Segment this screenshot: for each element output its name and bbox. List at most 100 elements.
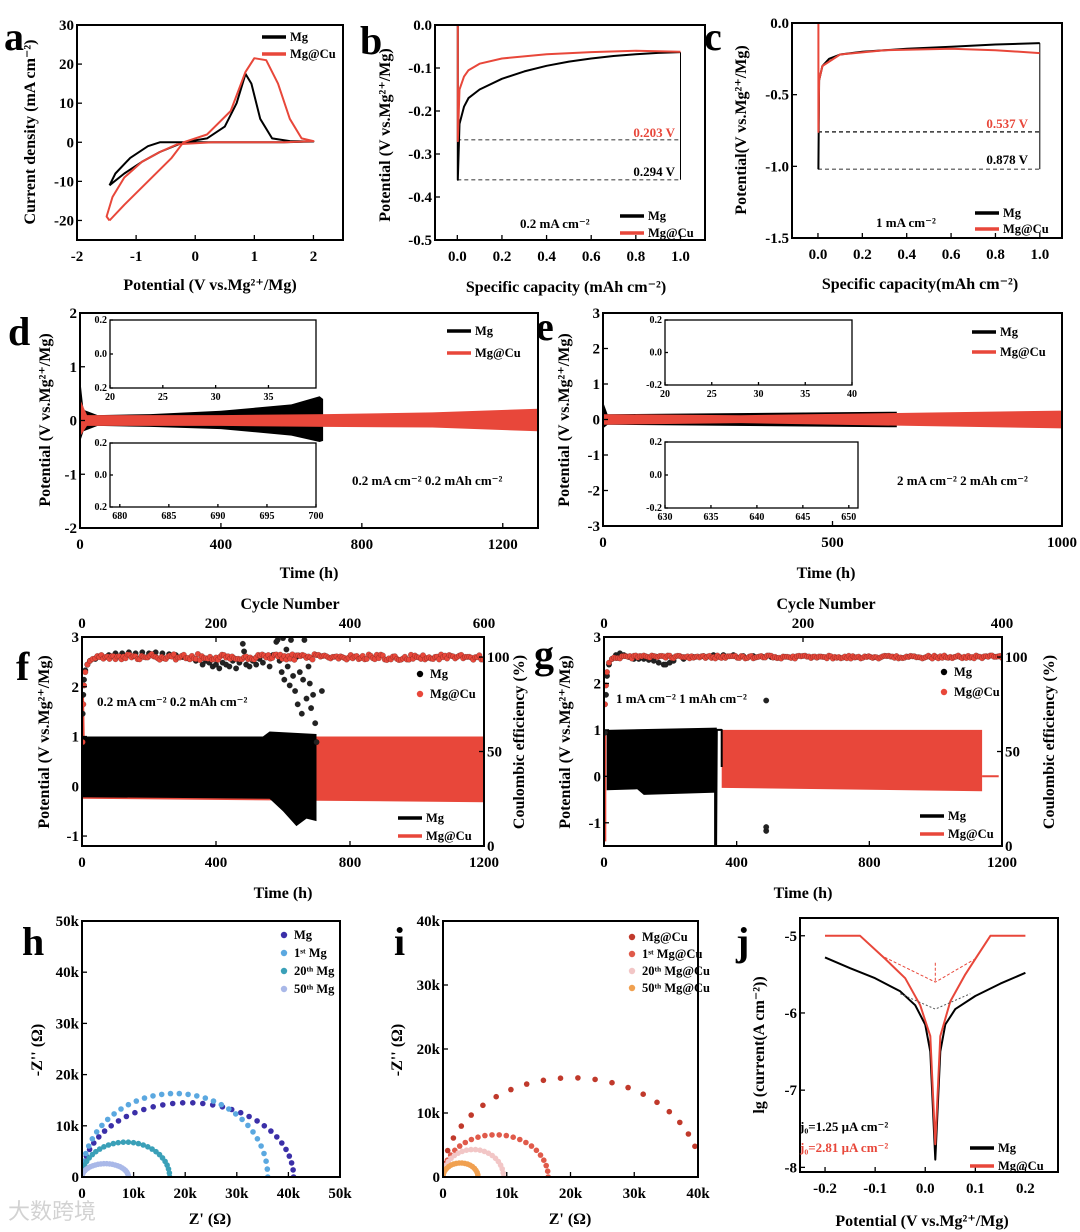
- legend-marker: [280, 967, 288, 975]
- mg-point: [261, 1123, 268, 1129]
- 1st-mg-point: [194, 1093, 200, 1099]
- mg-cu-point: [450, 1135, 457, 1141]
- mg-cu-point: [540, 1077, 547, 1084]
- panel-j: -0.2 -0.1 0.0 0.1 0.2 -8 -7 -6 -5 Potential (V vs…: [735, 917, 1059, 1230]
- 1st-mg-point: [218, 1101, 225, 1108]
- mg-ce-point: [241, 648, 248, 655]
- mg-point: [246, 1113, 252, 1120]
- x-axis-title: Time (h): [254, 885, 313, 902]
- x-tick-label: 0.8: [986, 247, 1005, 263]
- legend-item: Mg: [970, 1141, 1017, 1155]
- y-tick-label: -8: [785, 1160, 798, 1176]
- annotation: 1 mA cm⁻² 1 mAh cm⁻²: [616, 691, 747, 706]
- y-tick-label: 30k: [56, 1016, 80, 1032]
- plot-frame: [81, 920, 341, 1178]
- y-axis-title: -Z'' (Ω): [389, 1024, 406, 1076]
- right-tick-label: 50: [1005, 745, 1020, 761]
- x-tick-label: 50k: [328, 1186, 352, 1202]
- mg-ce-point: [274, 637, 281, 644]
- mg-cu-band: [721, 729, 983, 792]
- x-tick-label: 0.0: [916, 1181, 935, 1197]
- legend-item: Mg: [920, 809, 967, 823]
- y-tick-label: 0.2: [650, 315, 663, 326]
- legend-item: 50ᵗʰ Mg: [280, 982, 335, 996]
- x-tick-label: 30k: [623, 1186, 647, 1202]
- mg-point: [91, 1140, 97, 1146]
- panel-letter: g: [534, 632, 554, 677]
- 1st-mg-point: [118, 1106, 124, 1112]
- mg-point: [237, 1109, 244, 1116]
- mg-ce-point: [303, 695, 310, 702]
- mg-point: [96, 1134, 102, 1140]
- x-tick-label: -0.2: [813, 1181, 837, 1197]
- 20th-mg-point: [130, 1139, 137, 1146]
- 1st-mg-point: [176, 1090, 183, 1097]
- y-tick-label: 3: [72, 630, 80, 646]
- legend-label: Mg@Cu: [290, 47, 336, 61]
- y-tick-label: 0.0: [413, 18, 432, 34]
- x-tick-label: 1.0: [1030, 247, 1049, 263]
- 1st-mg-point: [226, 1106, 232, 1112]
- 1st-mg-point: [158, 1091, 165, 1098]
- mg-cu-point: [592, 1076, 598, 1083]
- legend-label: Mg: [430, 667, 449, 681]
- 20th-mg-cu-point: [468, 1146, 474, 1153]
- y-tick-label: -7: [785, 1083, 798, 1099]
- mg-ce-point: [300, 676, 307, 683]
- 1st-mg-cu-point: [489, 1132, 495, 1138]
- x-tick-label: 0: [599, 535, 607, 551]
- top-tick-label: 400: [991, 616, 1014, 632]
- y-tick-label: 2: [593, 342, 601, 358]
- mg-cu-point: [625, 1084, 631, 1091]
- right-tick-label: 0: [487, 839, 495, 855]
- x-tick-label: 1: [251, 249, 259, 265]
- 20th-mg-point: [120, 1139, 127, 1145]
- 20th-mg-point: [115, 1139, 121, 1146]
- mg-point: [283, 1146, 289, 1153]
- 1st-mg-cu-point: [523, 1139, 529, 1146]
- x-tick-label: 500: [821, 535, 844, 551]
- top-axis-title: Cycle Number: [776, 596, 875, 613]
- y-tick-label: 0: [433, 1170, 441, 1186]
- legend-label: Mg: [648, 209, 667, 223]
- plot-frame: [81, 636, 485, 847]
- plot-frame: [434, 24, 706, 241]
- legend-marker: [940, 668, 948, 676]
- mg-cu-line: [456, 25, 681, 143]
- y-tick-label: 0.0: [770, 16, 789, 32]
- x-tick-label: 640: [749, 512, 764, 523]
- x-tick-label: 0: [600, 855, 608, 871]
- y-tick-label: -0.5: [408, 233, 432, 249]
- 1st-mg-point: [232, 1111, 239, 1117]
- y-tick-label: 50k: [56, 914, 80, 930]
- 1st-mg-point: [261, 1150, 267, 1157]
- y-tick-label: 0: [72, 1170, 80, 1186]
- mg-cu-point: [480, 1102, 486, 1109]
- legend-item: Mg: [262, 30, 309, 44]
- 20th-mg-cu-point: [500, 1170, 507, 1176]
- legend-item: 20ᵗʰ Mg: [280, 964, 335, 978]
- plot-area: [82, 1090, 297, 1177]
- mg-cu-point: [685, 1131, 692, 1137]
- x-tick-label: 10k: [122, 1186, 146, 1202]
- y-tick-label: -2: [65, 521, 78, 537]
- x-tick-label: 0.0: [448, 249, 467, 265]
- y-axis-title: Potential (V vs.Mg²⁺/Mg): [377, 48, 394, 221]
- legend-item: Mg@Cu: [970, 1159, 1044, 1173]
- legend-item: Mg@Cu: [975, 222, 1049, 236]
- panel-letter: c: [704, 14, 722, 59]
- mg-cu-tafel-fit-line: [879, 954, 976, 983]
- mg-line: [714, 728, 723, 846]
- mg-ce-point: [305, 663, 312, 670]
- mg-cu-line: [105, 57, 315, 222]
- 1st-mg-point: [125, 1101, 132, 1108]
- legend-label: 20ᵗʰ Mg@Cu: [642, 964, 710, 978]
- legend-label: Mg: [954, 665, 973, 679]
- x-tick-label: 0.6: [582, 249, 601, 265]
- legend-label: Mg@Cu: [1000, 345, 1046, 359]
- legend-marker: [628, 933, 636, 941]
- legend-item: Mg: [620, 209, 667, 223]
- mg-cu-point: [609, 1079, 615, 1086]
- y-tick-label: 3: [593, 306, 601, 322]
